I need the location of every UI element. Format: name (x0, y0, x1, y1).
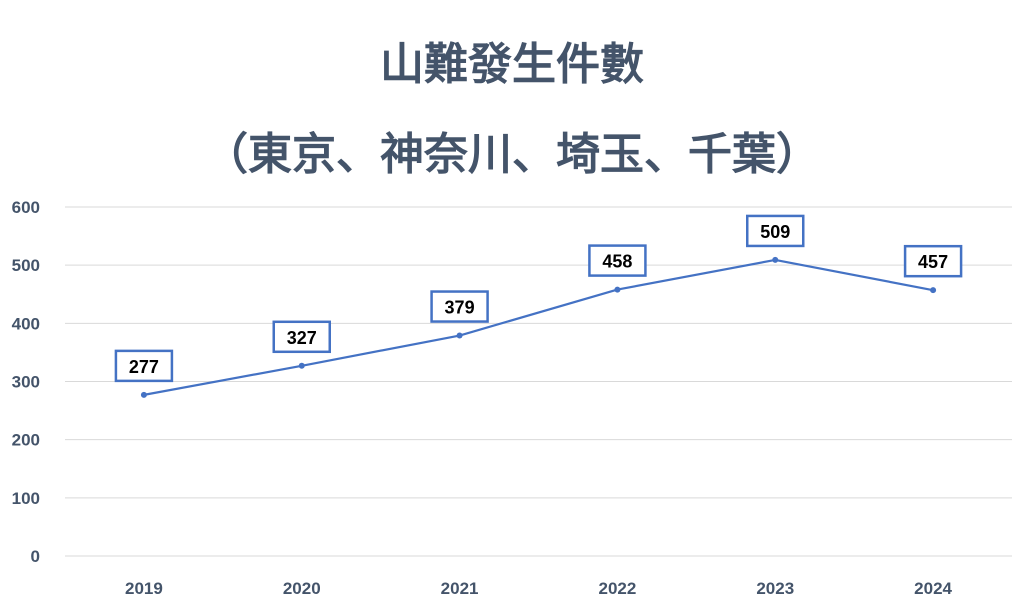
data-label: 277 (114, 349, 174, 383)
y-tick-label: 100 (12, 489, 40, 508)
data-point (930, 287, 937, 294)
y-tick-label: 400 (12, 314, 40, 333)
y-tick-label: 0 (31, 547, 40, 566)
data-label-text: 379 (445, 298, 475, 318)
data-label: 458 (588, 244, 647, 277)
data-label-text: 509 (760, 222, 790, 242)
data-points (140, 256, 937, 398)
data-label-box (588, 244, 647, 277)
x-axis-ticks: 2019 2020 2021 2022 2023 2024 (125, 579, 953, 598)
series-line (143, 258, 934, 396)
data-label-box (746, 214, 805, 248)
data-label-text: 457 (918, 252, 948, 272)
data-label-box (272, 320, 331, 354)
data-point (456, 332, 463, 339)
y-tick-label: 300 (12, 373, 40, 392)
data-label-text: 277 (129, 357, 159, 377)
data-label: 379 (430, 290, 489, 323)
x-tick-label: 2020 (283, 579, 321, 598)
x-tick-label: 2023 (756, 579, 794, 598)
data-point (298, 362, 305, 369)
y-tick-label: 600 (12, 198, 40, 217)
data-label-box (430, 290, 489, 323)
data-label-text: 327 (287, 328, 317, 348)
data-label-text: 458 (602, 252, 632, 272)
data-label: 509 (746, 214, 805, 248)
data-label: 457 (903, 244, 963, 278)
data-label: 327 (272, 320, 331, 354)
data-labels: 277 327 379 458 509 457 (114, 214, 963, 383)
y-tick-label: 500 (12, 256, 40, 275)
data-point (140, 391, 147, 398)
data-point (772, 256, 779, 263)
x-tick-label: 2021 (441, 579, 479, 598)
data-label-box (114, 349, 174, 383)
chart-title: 山難發生件數 (380, 39, 644, 90)
grid-lines (65, 206, 1012, 557)
y-tick-label: 200 (12, 431, 40, 450)
chart-subtitle: （東京、神奈川、埼玉、千葉） (204, 129, 820, 180)
x-tick-label: 2019 (125, 579, 163, 598)
data-point (614, 286, 621, 293)
series-line-group (143, 258, 934, 396)
x-tick-label: 2024 (914, 579, 952, 598)
x-tick-label: 2022 (599, 579, 637, 598)
data-label-box (903, 244, 963, 278)
y-axis-ticks: 0 100 200 300 400 500 600 (12, 198, 40, 566)
